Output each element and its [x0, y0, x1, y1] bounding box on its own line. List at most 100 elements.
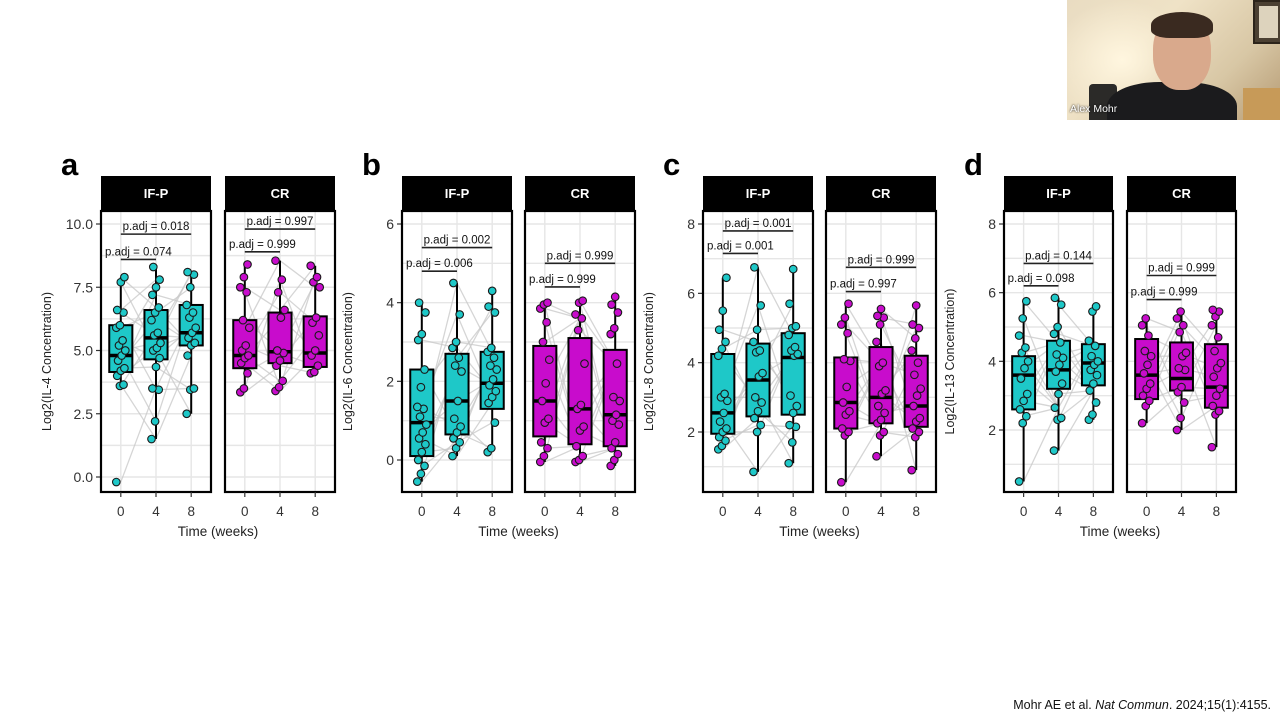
data-point — [541, 378, 551, 388]
p-adj-label: p.adj = 0.001 — [707, 240, 774, 252]
p-adj-label: p.adj = 0.002 — [424, 235, 491, 247]
data-point — [311, 313, 321, 322]
data-point — [714, 325, 724, 335]
p-adj-label: p.adj = 0.997 — [830, 279, 897, 291]
data-point — [785, 299, 794, 309]
data-point — [151, 282, 161, 292]
x-tick-label: 4 — [877, 504, 885, 519]
data-point — [1055, 338, 1065, 347]
data-point — [244, 323, 254, 333]
data-point — [1056, 300, 1066, 310]
data-point — [612, 359, 622, 368]
data-point — [1021, 296, 1031, 306]
data-point — [1144, 396, 1154, 406]
data-point — [873, 401, 883, 411]
paired-line — [722, 417, 759, 450]
data-point — [486, 343, 496, 353]
x-tick-label: 8 — [611, 504, 619, 519]
data-point — [421, 420, 431, 429]
paired-line — [456, 422, 493, 443]
data-point — [243, 260, 252, 269]
data-point — [488, 375, 498, 384]
data-point — [182, 409, 192, 419]
p-adj-label: p.adj = 0.999 — [529, 274, 596, 286]
data-point — [1091, 398, 1101, 407]
data-point — [719, 408, 729, 418]
data-point — [1207, 320, 1217, 330]
data-point — [1140, 346, 1150, 356]
data-point — [189, 384, 199, 393]
data-point — [280, 305, 289, 315]
data-point — [580, 359, 589, 368]
paired-line — [456, 312, 493, 359]
data-point — [907, 346, 917, 355]
data-point — [118, 336, 127, 345]
y-tick-label: 4 — [386, 295, 394, 311]
panel-label: c — [663, 147, 680, 182]
x-tick-label: 0 — [541, 504, 549, 519]
data-point — [183, 267, 192, 277]
data-point — [1181, 348, 1191, 358]
data-point — [147, 434, 156, 444]
data-point — [614, 420, 624, 429]
data-point — [413, 455, 423, 465]
data-point — [448, 451, 457, 461]
data-point — [1057, 379, 1067, 389]
facet-ifp: p.adj = 0.001 p.adj = 0.001 IF-P 0 4 8 — [701, 176, 815, 519]
video-thumbnail[interactable]: Alex Mohr — [1067, 0, 1280, 120]
data-point — [873, 311, 882, 321]
y-tick-label: 8 — [988, 216, 996, 232]
data-point — [415, 412, 425, 422]
data-point — [1090, 341, 1100, 351]
citation: Mohr AE et al. Nat Commun. 2024;15(1):41… — [1013, 698, 1271, 712]
facet-strip-label: IF-P — [1046, 186, 1071, 201]
facet-strip — [525, 176, 635, 211]
p-adj-label: p.adj = 0.999 — [848, 254, 915, 266]
data-point — [151, 362, 161, 372]
data-point — [1146, 351, 1156, 361]
x-tick-label: 4 — [1055, 504, 1063, 519]
data-point — [1209, 372, 1219, 382]
data-point — [489, 353, 499, 363]
data-point — [1018, 418, 1028, 428]
paired-line — [880, 428, 917, 457]
data-point — [577, 314, 587, 323]
facet-ifp: p.adj = 0.002 p.adj = 0.006 IF-P 0 4 8 — [400, 176, 514, 519]
data-point — [1018, 314, 1028, 323]
paired-line — [880, 308, 917, 339]
p-adj-label: p.adj = 0.144 — [1025, 250, 1092, 262]
data-point — [915, 413, 925, 423]
data-point — [790, 342, 800, 352]
data-point — [487, 286, 497, 296]
data-point — [421, 439, 430, 449]
data-point — [578, 296, 588, 306]
data-point — [451, 337, 461, 347]
paired-line — [120, 388, 157, 483]
facet-strip — [1004, 176, 1113, 211]
data-point — [908, 424, 917, 433]
data-point — [278, 376, 288, 386]
y-axis-label: Log2(IL-13 Concentration) — [943, 289, 957, 435]
x-tick-label: 4 — [276, 504, 284, 519]
data-point — [613, 449, 623, 459]
data-point — [150, 416, 160, 426]
facet-ifp: p.adj = 0.018 p.adj = 0.074 IF-P 0 4 8 — [99, 176, 213, 519]
facet-strip — [402, 176, 512, 211]
paired-line — [1146, 391, 1182, 424]
data-point — [1214, 406, 1224, 416]
data-point — [416, 382, 426, 392]
y-tick-label: 0 — [386, 452, 394, 468]
data-point — [190, 338, 200, 348]
panel-label: b — [362, 147, 381, 182]
x-axis-label: Time (weeks) — [779, 524, 860, 539]
data-point — [752, 427, 762, 437]
data-point — [758, 368, 767, 378]
paired-line — [456, 282, 493, 353]
data-point — [792, 401, 802, 411]
data-point — [1138, 391, 1148, 401]
x-axis-label: Time (weeks) — [1080, 524, 1161, 539]
y-tick-label: 5.0 — [74, 343, 94, 359]
data-point — [1023, 356, 1033, 366]
paired-line — [155, 366, 192, 391]
data-point — [120, 363, 129, 373]
